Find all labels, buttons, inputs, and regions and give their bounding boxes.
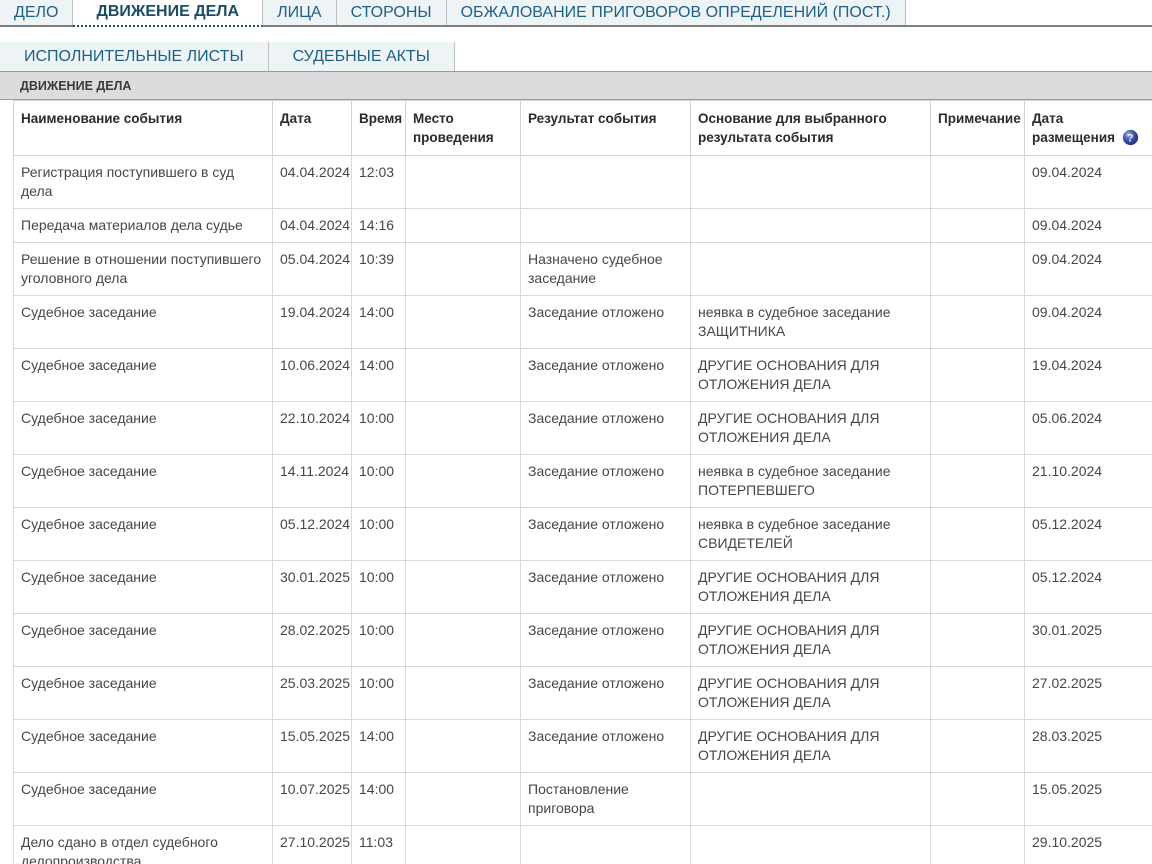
svg-text:?: ? xyxy=(1127,133,1134,145)
